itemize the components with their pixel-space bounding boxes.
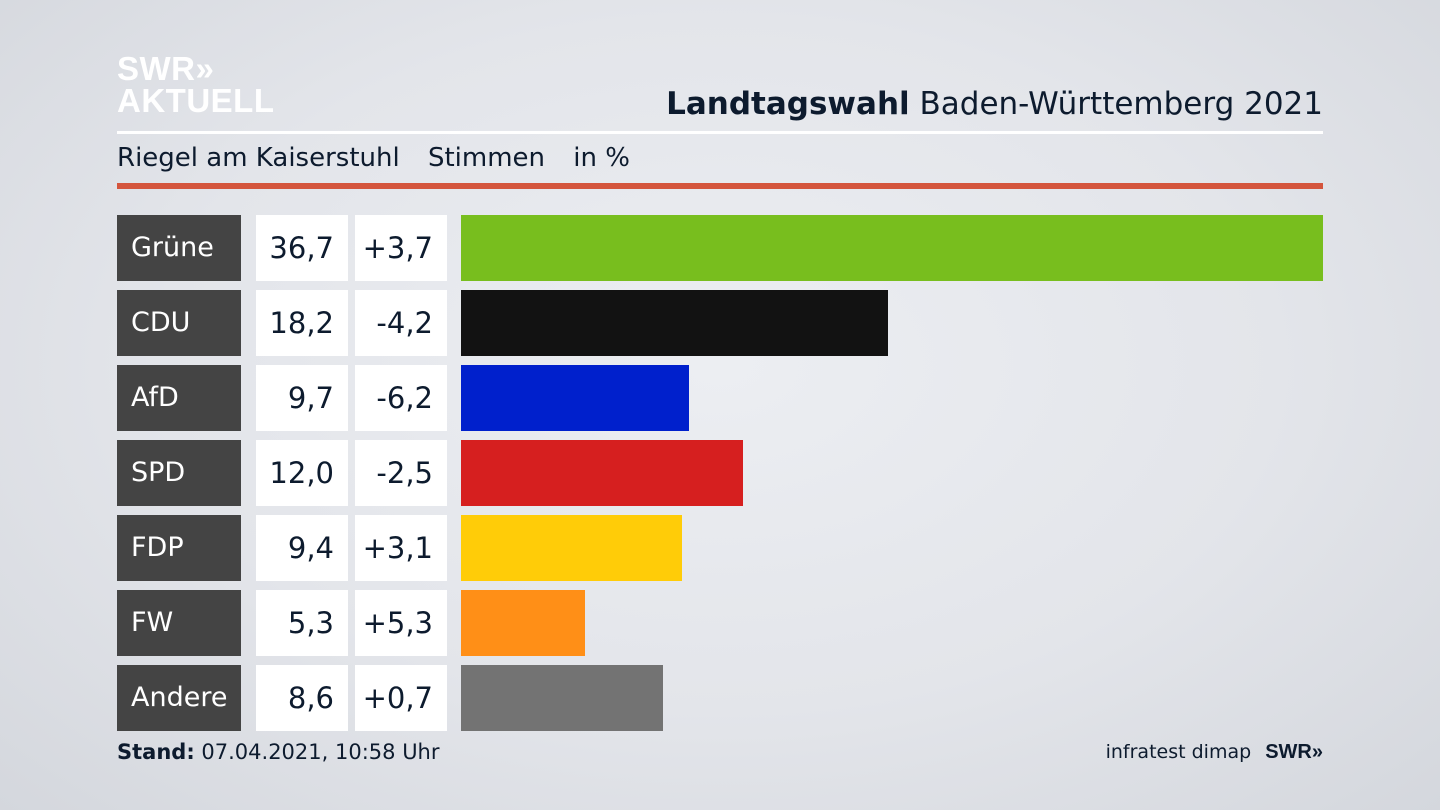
value-label: 36,7 (256, 215, 348, 281)
logo-line-2: AKTUELL (117, 82, 275, 119)
value-label: 12,0 (256, 440, 348, 506)
value-label: 9,7 (256, 365, 348, 431)
bar (461, 665, 663, 731)
subtitle-divider (117, 183, 1323, 189)
chart-title-bold: Landtagswahl (666, 86, 910, 122)
party-label: SPD (117, 440, 241, 506)
party-label: FW (117, 590, 241, 656)
bar (461, 440, 743, 506)
swr-aktuell-logo: SWR» AKTUELL (117, 50, 275, 119)
diff-label: -6,2 (355, 365, 447, 431)
bar (461, 365, 689, 431)
party-label: FDP (117, 515, 241, 581)
bar (461, 290, 888, 356)
bar (461, 590, 585, 656)
chart-subtitle: Riegel am Kaiserstuhl Stimmen in % (117, 143, 650, 173)
diff-label: +5,3 (355, 590, 447, 656)
chart-title: Landtagswahl Baden-Württemberg 2021 (666, 86, 1323, 122)
party-label: AfD (117, 365, 241, 431)
value-label: 5,3 (256, 590, 348, 656)
value-label: 9,4 (256, 515, 348, 581)
party-label: Grüne (117, 215, 241, 281)
party-label: CDU (117, 290, 241, 356)
source-name: infratest dimap (1105, 741, 1252, 763)
chart-title-rest: Baden-Württemberg 2021 (919, 86, 1323, 122)
diff-label: -4,2 (355, 290, 447, 356)
diff-label: +3,1 (355, 515, 447, 581)
timestamp-value: 07.04.2021, 10:58 Uhr (201, 740, 440, 764)
subtitle-unit: in % (573, 143, 630, 173)
timestamp: Stand: 07.04.2021, 10:58 Uhr (117, 740, 440, 764)
subtitle-measure: Stimmen (427, 143, 546, 173)
diff-label: -2,5 (355, 440, 447, 506)
title-divider (117, 131, 1323, 134)
value-label: 18,2 (256, 290, 348, 356)
logo-line-1: SWR» (117, 50, 215, 87)
source-credit: infratest dimap SWR» (1106, 741, 1323, 764)
diff-label: +0,7 (355, 665, 447, 731)
swr-logo: SWR» (1265, 741, 1323, 763)
timestamp-label: Stand: (117, 740, 195, 764)
value-label: 8,6 (256, 665, 348, 731)
subtitle-place: Riegel am Kaiserstuhl (117, 143, 400, 173)
bar (461, 515, 682, 581)
bar (461, 215, 1323, 281)
party-label: Andere (117, 665, 241, 731)
diff-label: +3,7 (355, 215, 447, 281)
